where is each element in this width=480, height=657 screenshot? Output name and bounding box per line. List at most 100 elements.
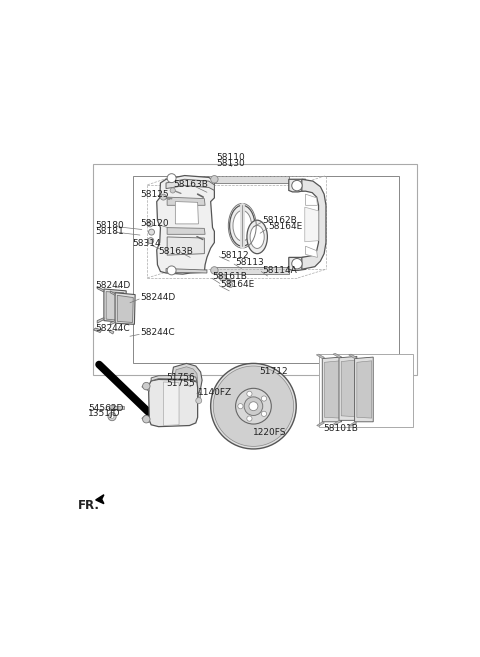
Text: 51756: 51756	[166, 373, 195, 382]
Text: 58163B: 58163B	[158, 247, 193, 256]
Bar	[215, 267, 289, 274]
Polygon shape	[316, 354, 324, 359]
Text: 58120: 58120	[140, 219, 168, 229]
Circle shape	[292, 181, 302, 191]
Circle shape	[247, 416, 252, 421]
Text: 54562D: 54562D	[88, 403, 123, 413]
Text: 58114A: 58114A	[262, 265, 297, 275]
Polygon shape	[156, 175, 215, 274]
Bar	[152, 407, 195, 415]
Ellipse shape	[250, 225, 264, 248]
Polygon shape	[175, 202, 198, 224]
Text: 58113: 58113	[235, 258, 264, 267]
Circle shape	[228, 283, 233, 288]
Circle shape	[170, 188, 175, 193]
Bar	[215, 175, 289, 183]
Text: 58244D: 58244D	[140, 292, 175, 302]
Polygon shape	[96, 495, 104, 504]
Text: 58125: 58125	[140, 191, 168, 199]
Polygon shape	[333, 353, 341, 358]
Circle shape	[110, 415, 114, 419]
Polygon shape	[110, 291, 115, 296]
Circle shape	[167, 266, 176, 275]
Text: 51712: 51712	[259, 367, 288, 376]
Circle shape	[292, 258, 302, 269]
Polygon shape	[305, 246, 317, 258]
Text: 58110: 58110	[217, 153, 245, 162]
Bar	[109, 405, 114, 410]
Polygon shape	[115, 293, 135, 325]
Circle shape	[247, 391, 252, 396]
Polygon shape	[148, 379, 198, 426]
Polygon shape	[289, 258, 305, 271]
Circle shape	[108, 413, 116, 420]
Circle shape	[147, 221, 153, 227]
Circle shape	[148, 238, 154, 244]
Text: 58162B: 58162B	[263, 215, 298, 225]
Polygon shape	[167, 227, 205, 235]
Polygon shape	[166, 269, 207, 273]
Ellipse shape	[233, 210, 252, 241]
Polygon shape	[106, 292, 124, 321]
Polygon shape	[109, 330, 114, 334]
Polygon shape	[324, 361, 340, 418]
Bar	[319, 354, 413, 426]
Polygon shape	[142, 384, 149, 392]
Text: 58164E: 58164E	[268, 222, 302, 231]
Polygon shape	[151, 375, 197, 381]
Circle shape	[238, 403, 243, 409]
Text: 1351JD: 1351JD	[88, 409, 120, 419]
Polygon shape	[172, 363, 202, 407]
Bar	[152, 384, 195, 392]
Circle shape	[211, 267, 218, 274]
Polygon shape	[302, 179, 326, 269]
Polygon shape	[163, 382, 179, 426]
Circle shape	[262, 411, 266, 417]
Polygon shape	[117, 296, 133, 323]
Polygon shape	[317, 422, 324, 426]
Polygon shape	[341, 360, 355, 417]
Polygon shape	[355, 357, 373, 422]
Circle shape	[213, 366, 294, 446]
Polygon shape	[167, 197, 205, 205]
Circle shape	[211, 363, 296, 449]
Bar	[132, 175, 398, 363]
Circle shape	[143, 415, 150, 423]
Text: 58244C: 58244C	[140, 328, 175, 338]
Polygon shape	[104, 289, 126, 323]
Ellipse shape	[229, 205, 255, 246]
Bar	[152, 395, 195, 403]
Polygon shape	[348, 354, 357, 359]
Circle shape	[143, 382, 150, 390]
Circle shape	[211, 175, 218, 183]
Circle shape	[262, 396, 266, 401]
Polygon shape	[339, 356, 357, 420]
Polygon shape	[289, 179, 305, 192]
Polygon shape	[305, 194, 317, 205]
Circle shape	[219, 275, 226, 281]
Circle shape	[236, 388, 271, 424]
Polygon shape	[110, 321, 115, 325]
Text: 58130: 58130	[217, 159, 245, 168]
Ellipse shape	[247, 220, 267, 254]
Bar	[94, 164, 417, 374]
Text: 58180: 58180	[96, 221, 124, 230]
Circle shape	[196, 397, 202, 403]
Polygon shape	[97, 317, 104, 323]
Circle shape	[160, 194, 167, 200]
Bar	[198, 392, 200, 401]
Polygon shape	[305, 207, 319, 242]
Text: 58101B: 58101B	[324, 424, 358, 433]
Text: FR.: FR.	[78, 499, 100, 512]
Circle shape	[244, 397, 263, 415]
Text: 1220FS: 1220FS	[253, 428, 287, 438]
Text: 58161B: 58161B	[213, 272, 247, 281]
Text: 58163B: 58163B	[173, 180, 208, 189]
Bar	[111, 406, 124, 409]
Circle shape	[167, 173, 176, 183]
Polygon shape	[175, 367, 198, 403]
Polygon shape	[349, 422, 357, 426]
Polygon shape	[357, 361, 372, 418]
Text: 58181: 58181	[96, 227, 124, 236]
Polygon shape	[97, 286, 104, 292]
